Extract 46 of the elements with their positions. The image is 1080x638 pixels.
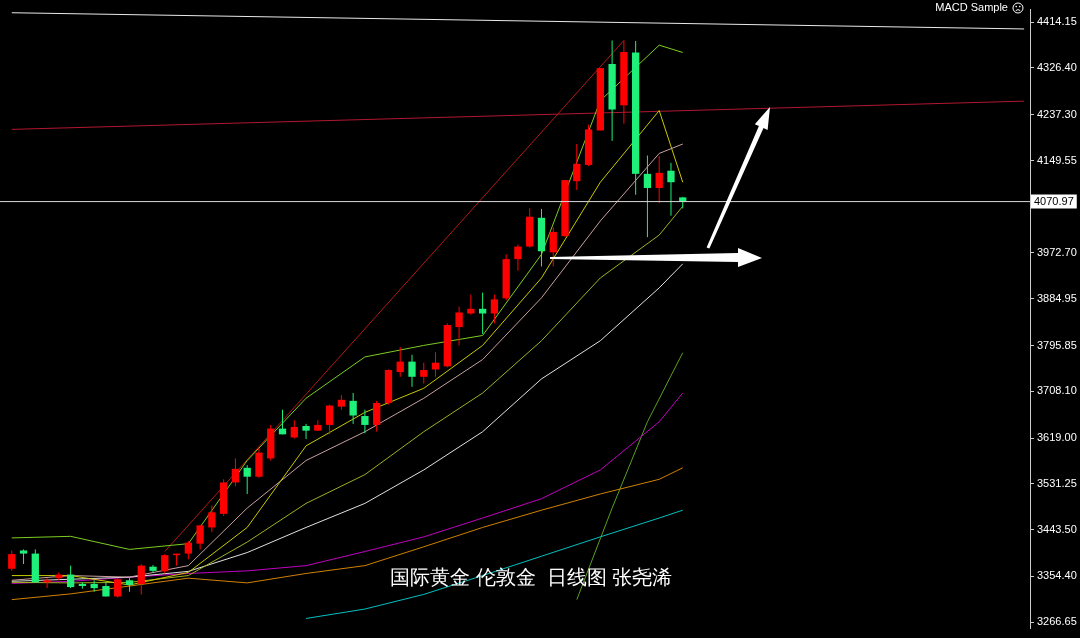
candlestick: [114, 577, 122, 599]
candlestick: [161, 553, 169, 574]
y-tick-label: 4237.30: [1037, 107, 1077, 120]
annotation: MACD Sample: [935, 1, 1008, 14]
candlestick: [643, 155, 652, 238]
y-tick-label: 3708.10: [1037, 384, 1077, 397]
candlestick: [302, 423, 310, 440]
y-tick-label: 4326.40: [1037, 61, 1077, 74]
candlestick: [361, 409, 369, 434]
y-tick-label: 3443.50: [1037, 522, 1077, 535]
y-tick-label: 3354.40: [1037, 569, 1077, 582]
y-tick-label: 3884.95: [1037, 291, 1077, 304]
candlestick: [290, 419, 298, 440]
candlestick: [490, 294, 499, 324]
candlestick: [349, 392, 357, 425]
candlestick: [325, 404, 334, 435]
annotation: 国际黄金 伦敦金 日线图 张尧浠: [390, 565, 673, 588]
y-tick-label: 4149.55: [1037, 153, 1077, 166]
candlestick: [196, 524, 204, 550]
candlestick: [137, 563, 145, 595]
y-tick-label: 3266.65: [1037, 615, 1077, 628]
candlestick: [373, 400, 381, 433]
candlestick: [231, 457, 240, 487]
candlestick: [208, 504, 216, 533]
y-tick-label: 4414.15: [1037, 15, 1077, 28]
candlestick: [467, 294, 475, 316]
candlestick: [573, 143, 581, 191]
candlestick: [667, 162, 675, 217]
candlestick: [420, 362, 428, 385]
y-tick-label: 3619.00: [1037, 431, 1077, 444]
candlestick: [478, 292, 487, 335]
candlestick: [514, 243, 522, 272]
candlestick: [396, 346, 404, 378]
candlestick: [655, 155, 663, 204]
ref-line-label: 4070.97: [1034, 194, 1074, 207]
y-tick-label: 3972.70: [1037, 246, 1077, 259]
candlestick: [243, 464, 251, 495]
candlestick: [66, 565, 75, 589]
candlestick: [455, 306, 463, 346]
y-tick-label: 3531.25: [1037, 476, 1077, 489]
candlestick: [549, 226, 557, 267]
candlestick: [8, 549, 16, 572]
y-tick-label: 3795.85: [1037, 338, 1077, 351]
candlestick: [184, 540, 192, 560]
candlestick: [408, 354, 416, 388]
candlestick: [43, 577, 51, 589]
